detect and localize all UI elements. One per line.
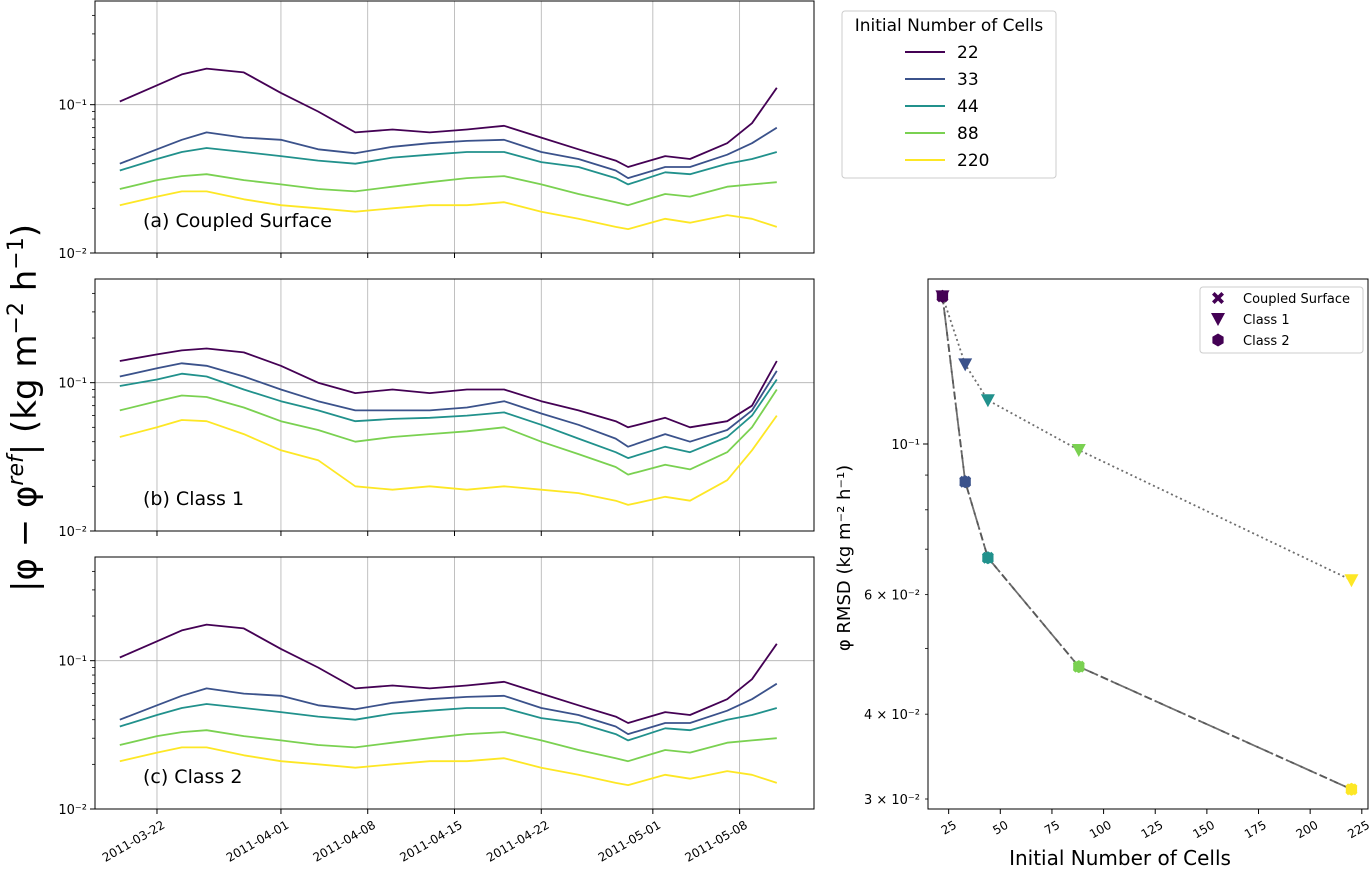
series-line-33 <box>119 362 778 448</box>
rmsd-point-class-1 <box>1071 443 1086 457</box>
y-tick-label: 3 × 10⁻² <box>864 793 920 808</box>
x-tick-label: 2011-04-01 <box>224 818 291 865</box>
y-tick-label: 4 × 10⁻² <box>864 708 920 723</box>
rmsd-point-class-2 <box>959 475 971 489</box>
legend-label-class-2: Class 2 <box>1243 334 1290 349</box>
x-tick-label: 2011-05-01 <box>596 818 663 865</box>
series-line-33 <box>119 682 778 735</box>
panel-annotation: (a) Coupled Surface <box>143 210 332 232</box>
y-tick-label: 10⁻² <box>58 525 87 540</box>
series-line-44 <box>119 703 778 742</box>
y-tick-label: 10⁻¹ <box>58 99 87 114</box>
y-tick-label: 10⁻² <box>58 247 87 262</box>
panel-rmsd: 3 × 10⁻² 4 × 10⁻² 6 × 10⁻² 10⁻¹ 25 50 75 100 125… <box>834 278 1372 869</box>
legend-frame <box>1199 286 1364 354</box>
rmsd-point-class-2 <box>936 289 949 303</box>
axes-frame <box>927 278 1369 810</box>
x-tick-label: 50 <box>990 818 1010 838</box>
rmsd-point-class-1 <box>1344 574 1359 588</box>
legend-frame <box>841 10 1057 179</box>
x-tick-label: 2011-04-08 <box>311 818 378 865</box>
axes-frame <box>94 278 815 532</box>
x-tick-label: 75 <box>1042 818 1062 838</box>
x-tick-label: 2011-04-22 <box>484 818 551 865</box>
y-tick-label: 10⁻¹ <box>891 438 920 453</box>
series-line-88 <box>119 729 777 763</box>
rmsd-legend: Coupled Surface Class 1 Class 2 <box>1199 286 1364 354</box>
series-line-44 <box>119 372 778 459</box>
rmsd-line-class-2 <box>941 296 1352 791</box>
axes-frame <box>94 0 815 254</box>
series-line-220 <box>119 190 778 230</box>
legend-marker-class-2 <box>1212 333 1224 347</box>
rmsd-point-class-2 <box>982 551 994 565</box>
series-line-33 <box>119 126 778 179</box>
legend-marker-class-1 <box>1211 313 1225 326</box>
legend-label-220: 220 <box>957 151 989 171</box>
x-tick-label: 2011-03-22 <box>100 818 167 865</box>
rmsd-point-class-1 <box>958 358 973 372</box>
x-tick-label: 150 <box>1190 818 1217 842</box>
x-tick-label: 100 <box>1087 818 1114 842</box>
series-line-88 <box>119 389 778 476</box>
x-tick-label: 225 <box>1345 818 1372 842</box>
axes-frame <box>94 556 815 810</box>
panel-annotation: (c) Class 2 <box>143 766 242 788</box>
timeseries-ylabel: |φ − φref| (kg m−2 h−1) <box>4 224 45 592</box>
y-tick-label: 10⁻¹ <box>58 377 87 392</box>
y-tick-label: 10⁻¹ <box>58 655 87 670</box>
x-tick-label: 2011-04-15 <box>397 818 464 865</box>
y-tick-label: 6 × 10⁻² <box>864 589 920 604</box>
series-line-44 <box>119 147 778 186</box>
x-tick-label: 175 <box>1242 818 1269 842</box>
y-tick-label: 10⁻² <box>58 803 87 818</box>
rmsd-ylabel: φ RMSD (kg m⁻² h⁻¹) <box>834 465 855 651</box>
rmsd-xlabel: Initial Number of Cells <box>1009 846 1231 869</box>
rmsd-point-class-2 <box>1073 660 1085 674</box>
series-line-22 <box>119 623 778 724</box>
legend-label-coupled-surface: Coupled Surface <box>1243 292 1350 307</box>
series-line-22 <box>119 347 778 429</box>
legend-title: Initial Number of Cells <box>855 16 1044 36</box>
cells-legend: Initial Number of Cells 22 33 44 88 220 <box>841 10 1057 179</box>
panel-annotation: (b) Class 1 <box>143 488 244 510</box>
rmsd-point-class-2 <box>1345 782 1358 796</box>
plot-area <box>928 279 1368 809</box>
series-line-220 <box>119 746 778 786</box>
x-tick-label: 125 <box>1139 818 1166 842</box>
rmsd-point-class-1 <box>980 394 995 408</box>
legend-marker-coupled-surface <box>1212 292 1224 304</box>
x-tick-label: 25 <box>939 818 959 838</box>
legend-label-88: 88 <box>957 124 979 144</box>
panel-b-class-1: 10⁻² 10⁻¹ (b) Class 1 <box>58 278 815 540</box>
panel-a-coupled-surface: 10⁻² 10⁻¹ (a) Coupled Surface <box>58 0 815 262</box>
panel-c-class-2: 10⁻² 10⁻¹ (c) Class 2 2011-03-22 2011-04-01 2… <box>58 556 815 865</box>
legend-label-33: 33 <box>957 70 979 90</box>
series-line-88 <box>119 173 777 207</box>
series-line-22 <box>119 67 778 168</box>
legend-label-22: 22 <box>957 43 979 63</box>
series-line-220 <box>119 415 778 506</box>
legend-label-44: 44 <box>957 97 979 117</box>
x-tick-label: 200 <box>1294 818 1321 842</box>
x-tick-label: 2011-05-08 <box>683 818 750 865</box>
legend-label-class-1: Class 1 <box>1243 313 1290 328</box>
